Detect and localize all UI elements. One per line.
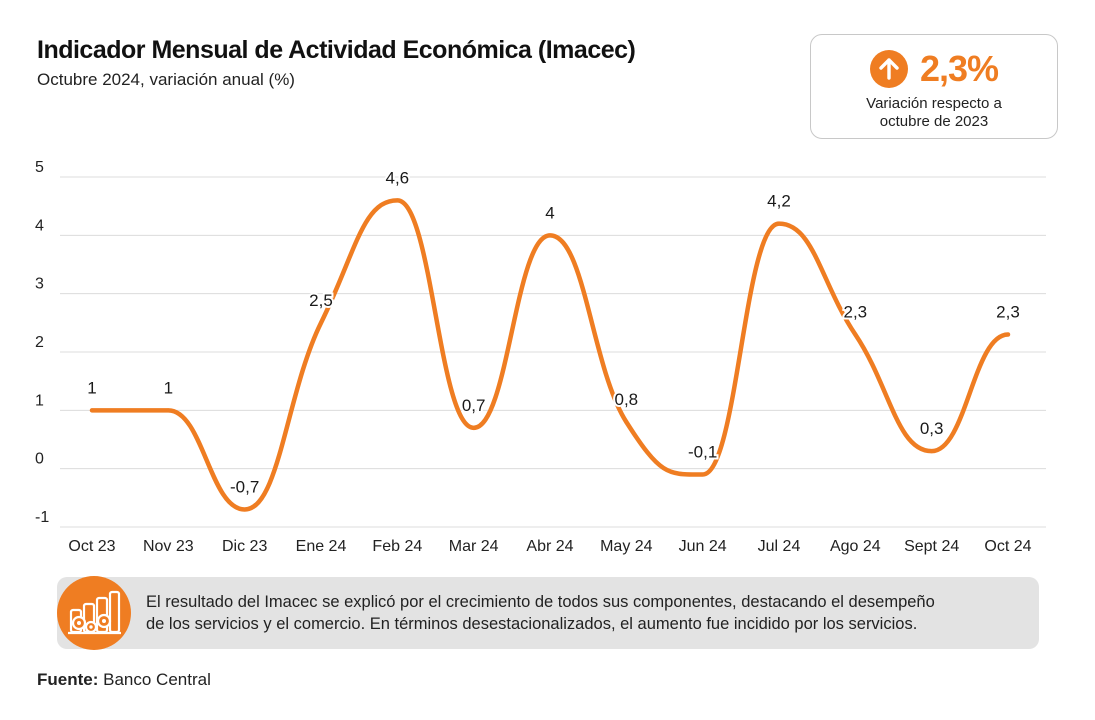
line-chart: -1 0 1 2 3 4 5 Oct 23 Nov 23 Dic 23 Ene 24 Feb 24 Ma… <box>35 159 1046 555</box>
data-label: -0,1 <box>688 443 717 462</box>
chart-subtitle: Octubre 2024, variación anual (%) <box>37 70 295 89</box>
data-label: -0,7 <box>230 478 259 497</box>
data-label: 2,3 <box>844 303 868 322</box>
x-tick-label: Sept 24 <box>904 538 959 555</box>
data-label: 2,3 <box>996 303 1020 322</box>
x-tick-label: Ago 24 <box>830 538 881 555</box>
y-tick-label: 1 <box>35 392 44 409</box>
x-tick-label: Dic 23 <box>222 538 267 555</box>
data-point <box>700 472 705 477</box>
x-tick-label: Abr 24 <box>526 538 573 555</box>
data-point <box>242 507 247 512</box>
x-tick-label: Ene 24 <box>296 538 347 555</box>
x-tick-label: Jul 24 <box>758 538 801 555</box>
y-tick-label: -1 <box>35 509 49 526</box>
y-tick-label: 4 <box>35 217 44 234</box>
data-label: 4,6 <box>386 168 410 187</box>
x-tick-label: Mar 24 <box>449 538 499 555</box>
data-point <box>1006 332 1010 337</box>
kpi-label-line1: Variación respecto a <box>866 95 1002 112</box>
note-box: El resultado del Imacec se explicó por e… <box>57 576 1039 650</box>
chart-title: Indicador Mensual de Actividad Económica… <box>37 36 636 64</box>
y-tick-label: 2 <box>35 334 44 351</box>
x-tick-label: Nov 23 <box>143 538 194 555</box>
data-point <box>319 320 323 325</box>
data-label: 1 <box>164 378 173 397</box>
data-label: 2,5 <box>309 291 333 310</box>
x-tick-label: Oct 24 <box>984 538 1031 555</box>
y-tick-label: 5 <box>35 159 44 176</box>
kpi-label: Variación respecto a octubre de 2023 <box>811 95 1057 131</box>
data-point <box>90 408 94 413</box>
data-point <box>548 233 552 238</box>
source-footer: Fuente: Banco Central <box>37 670 211 690</box>
data-label: 1 <box>87 378 96 397</box>
industry-gears-icon <box>57 576 131 650</box>
data-label: 0,7 <box>462 396 486 415</box>
data-label: 0,3 <box>920 419 944 438</box>
data-point <box>166 408 171 413</box>
note-text-line2: de los servicios y el comercio. En térmi… <box>146 615 918 633</box>
data-point <box>624 420 629 424</box>
x-tick-label: Feb 24 <box>372 538 422 555</box>
data-point <box>853 332 858 337</box>
y-tick-label: 3 <box>35 276 44 293</box>
x-tick-label: May 24 <box>600 538 653 555</box>
kpi-label-line2: octubre de 2023 <box>879 113 989 130</box>
data-point <box>471 425 476 430</box>
arrow-up-icon <box>869 50 908 88</box>
data-label: 4 <box>545 203 554 222</box>
kpi-value: 2,3% <box>919 48 999 89</box>
data-label: 0,8 <box>615 390 639 409</box>
note-text: El resultado del Imacec se explicó por e… <box>146 591 1026 635</box>
data-label: 4,2 <box>767 192 791 211</box>
data-point <box>777 221 781 226</box>
y-tick-label: 0 <box>35 451 44 468</box>
note-text-line1: El resultado del Imacec se explicó por e… <box>146 593 935 611</box>
x-tick-label: Jun 24 <box>679 538 727 555</box>
source-label: Fuente: <box>37 670 99 689</box>
series-line <box>89 198 1011 512</box>
source-value: Banco Central <box>103 670 211 689</box>
kpi-header: 2,3% <box>811 48 1057 89</box>
kpi-card: 2,3% Variación respecto a octubre de 202… <box>810 34 1058 139</box>
x-tick-label: Oct 23 <box>68 538 115 555</box>
data-point <box>929 449 934 454</box>
data-point <box>395 198 400 203</box>
